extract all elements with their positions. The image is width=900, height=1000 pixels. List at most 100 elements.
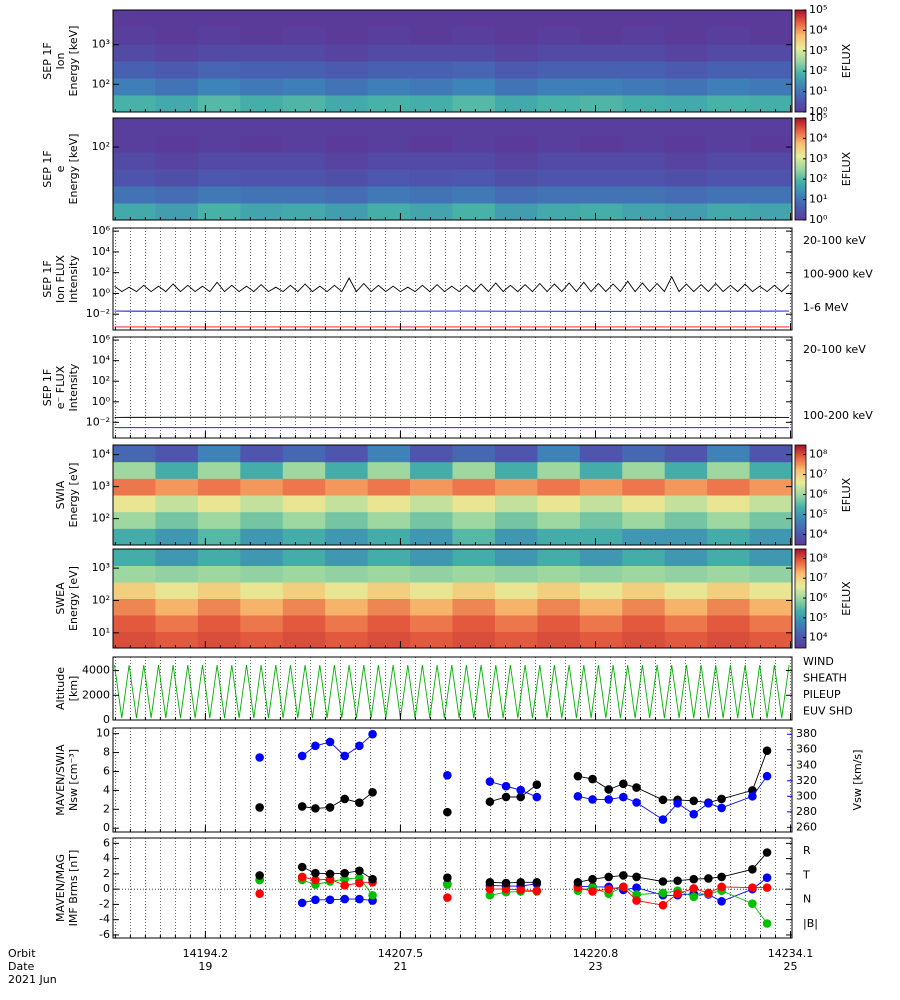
heatmap-cell — [494, 10, 538, 28]
heatmap-cell — [537, 461, 581, 479]
data-point — [658, 877, 668, 886]
panel-frame — [112, 837, 793, 939]
heatmap-cell — [537, 169, 581, 187]
heatmap-cell — [325, 549, 369, 566]
data-point — [355, 741, 364, 751]
heatmap-cell — [197, 631, 241, 649]
heatmap-cell — [664, 169, 708, 187]
heatmap-cell — [240, 186, 284, 204]
heatmap-cell — [579, 44, 623, 62]
heatmap-cell — [113, 478, 156, 496]
data-point — [748, 786, 757, 795]
heatmap-cell — [537, 27, 581, 45]
heatmap-cell — [155, 511, 199, 529]
heatmap-cell — [410, 598, 453, 616]
heatmap-cell — [749, 615, 793, 632]
heatmap-cell — [579, 598, 623, 616]
data-point — [573, 877, 583, 887]
heatmap-cell — [707, 61, 751, 79]
heatmap-cell — [537, 445, 581, 463]
colorbar-tick-label: 10⁵ — [809, 111, 827, 124]
heatmap-cell — [113, 615, 156, 632]
colorbar-tick-label: 10⁴ — [809, 528, 828, 541]
data-point — [658, 888, 668, 898]
heatmap-cell — [452, 27, 496, 45]
data-point — [588, 874, 597, 884]
heatmap-cell — [664, 186, 708, 204]
heatmap-cell — [622, 582, 666, 599]
heatmap-cell — [622, 631, 666, 649]
heatmap-cell — [749, 549, 793, 566]
heatmap-cell — [579, 118, 623, 136]
y-tick-label: 6 — [103, 836, 110, 849]
data-point — [673, 798, 682, 808]
heatmap-cell — [707, 203, 751, 221]
heatmap-cell — [367, 445, 411, 463]
heatmap-cell — [240, 631, 284, 649]
heatmap-cell — [494, 169, 538, 187]
heatmap-cell — [325, 631, 369, 649]
legend-label: WIND — [803, 655, 834, 668]
heatmap-cell — [367, 44, 411, 62]
data-point — [340, 868, 350, 878]
heatmap-cell — [155, 169, 199, 187]
heatmap-cell — [325, 95, 369, 113]
heatmap-cell — [240, 598, 284, 616]
legend-label: T — [802, 868, 810, 881]
y-label: SEP 1F — [41, 369, 54, 406]
data-point — [297, 872, 307, 882]
heatmap-cell — [155, 598, 199, 616]
heatmap-cell — [197, 445, 241, 463]
data-point — [717, 897, 726, 906]
heatmap-cell — [197, 478, 241, 496]
data-point — [297, 862, 307, 872]
y-tick-label: 10⁰ — [92, 286, 111, 299]
data-point — [532, 877, 542, 887]
heatmap-cell — [749, 78, 793, 96]
heatmap-cell — [622, 78, 666, 96]
heatmap-cell — [622, 27, 666, 45]
y-tick-label: 2000 — [82, 688, 110, 701]
heatmap-cell — [240, 118, 284, 136]
data-point — [604, 785, 613, 794]
y-tick-label: 10⁴ — [92, 354, 111, 367]
heatmap-cell — [749, 152, 793, 170]
colorbar-tick-label: 10⁷ — [809, 468, 827, 481]
data-point — [673, 876, 682, 886]
heatmap-cell — [325, 152, 369, 170]
heatmap-cell — [410, 118, 453, 136]
heatmap-cell — [325, 598, 369, 616]
data-point — [516, 792, 525, 802]
heatmap-cell — [367, 203, 411, 221]
heatmap-cell — [664, 152, 708, 170]
y-tick-label: 10² — [92, 374, 110, 387]
heatmap-cell — [325, 203, 369, 221]
heatmap-cell — [155, 495, 199, 513]
y-tick-label: 10³ — [92, 480, 110, 493]
colorbar-tick-label: 10⁴ — [809, 631, 828, 644]
heatmap-cell — [494, 565, 538, 583]
data-point — [485, 877, 495, 887]
panel-frame — [112, 336, 793, 439]
heatmap-cell — [197, 44, 241, 62]
data-point — [632, 798, 641, 807]
panel-frame — [112, 548, 793, 649]
heatmap-cell — [325, 27, 369, 45]
y-tick-label: 10⁶ — [92, 333, 111, 346]
heatmap-cell — [410, 582, 453, 599]
heatmap-cell — [367, 61, 411, 79]
data-point — [255, 871, 264, 880]
y2-label: Vsw [km/s] — [851, 750, 864, 811]
heatmap-cell — [664, 631, 708, 649]
heatmap-cell — [282, 478, 326, 496]
panel: 20-100 keV 100-200 keV 10⁻² 10⁰ 10² 10⁴ 10⁶ SEP… — [41, 333, 873, 439]
heatmap-cell — [282, 169, 326, 187]
heatmap-cell — [749, 582, 793, 599]
heatmap-cell — [537, 186, 581, 204]
heatmap-cell — [749, 95, 793, 113]
heatmap-cell — [452, 135, 496, 153]
heatmap-cell — [494, 135, 538, 153]
heatmap-cell — [537, 528, 581, 546]
heatmap-cell — [707, 598, 751, 616]
